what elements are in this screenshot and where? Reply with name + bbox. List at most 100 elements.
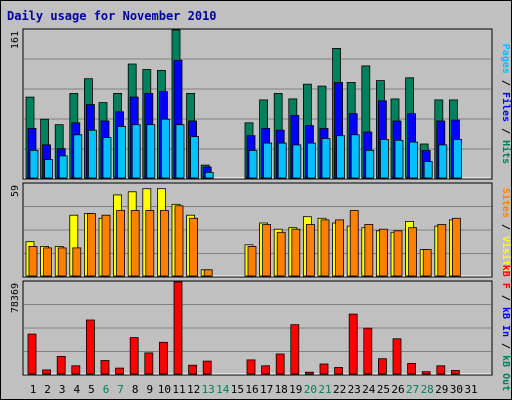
panel-visits-legend: Sites / Visits [500,188,511,272]
legend-entry: / [500,289,511,307]
bar-pages-day-29 [438,144,448,179]
day-label-19: 19 [289,383,302,396]
day-label-4: 4 [73,383,80,396]
day-label-16: 16 [245,383,258,396]
bar-kb-f-day-20 [304,371,314,375]
day-label-23: 23 [348,383,361,396]
day-label-12: 12 [187,383,200,396]
bar-pages-day-5 [88,129,97,179]
bar-pages-day-2 [44,159,53,179]
bar-pages-day-25 [379,138,389,179]
legend-entry: kB F [500,265,511,289]
panel-kbytes-max-label: 78369 [10,283,21,313]
bar-sites-day-16 [247,245,257,277]
day-label-27: 27 [406,383,419,396]
bar-pages-day-8 [131,124,141,179]
bar-sites-day-30 [451,217,461,277]
legend-entry: / [500,337,511,355]
bar-pages-day-12 [190,136,200,179]
legend-entry: kB In [500,307,511,337]
bar-sites-day-10 [159,210,169,277]
chart-title: Daily usage for November 2010 [7,9,217,23]
legend-entry: / [500,74,511,92]
bar-kb-f-day-2 [42,369,51,375]
bar-pages-day-22 [336,135,346,179]
day-label-7: 7 [117,383,124,396]
bar-kb-f-day-17 [261,365,271,375]
bar-pages-day-30 [452,138,462,179]
day-label-25: 25 [377,383,390,396]
bar-sites-day-21 [320,219,330,277]
bar-kb-f-day-8 [129,337,139,375]
bar-pages-day-11 [175,124,185,179]
bar-kb-f-day-29 [436,365,446,375]
day-label-8: 8 [132,383,139,396]
bar-pages-day-3 [58,155,68,179]
day-label-31: 31 [464,383,477,396]
bar-pages-day-13 [204,172,214,179]
bar-kb-f-day-19 [290,324,300,375]
bar-sites-day-17 [262,224,272,277]
bar-sites-day-4 [72,247,82,277]
legend-entry: / [500,218,511,236]
legend-entry: Pages [500,44,511,74]
bar-kb-f-day-18 [275,353,285,375]
day-label-10: 10 [158,383,171,396]
day-label-15: 15 [231,383,244,396]
legend-entry: Files [500,92,511,122]
panel-traffic-legend: Pages / Files / Hits [500,44,511,164]
day-label-18: 18 [275,383,288,396]
bar-kb-f-day-9 [144,352,154,375]
day-label-22: 22 [333,383,346,396]
bar-pages-day-18 [277,142,287,179]
bar-kb-f-day-30 [450,370,460,375]
bar-sites-day-12 [189,217,199,277]
legend-entry: Visits [500,236,511,272]
bar-kb-f-day-7 [115,367,124,375]
bar-pages-day-27 [409,141,419,179]
bar-kb-f-day-5 [86,319,95,375]
bar-pages-day-7 [117,126,126,179]
bar-kb-f-day-11 [173,281,183,375]
bar-sites-day-2 [43,247,52,277]
bar-kb-f-day-1 [27,333,37,375]
day-label-28: 28 [421,383,434,396]
bar-kb-f-day-27 [407,362,417,375]
bar-pages-day-28 [423,161,433,179]
bar-kb-f-day-13 [202,360,212,375]
legend-entry: Sites [500,188,511,218]
legend-entry: / [500,122,511,140]
bar-kb-f-day-10 [158,341,168,375]
day-label-14: 14 [216,383,230,396]
bar-pages-day-19 [292,144,302,179]
bar-sites-day-26 [393,230,403,277]
bar-sites-day-19 [291,228,301,277]
day-label-20: 20 [304,383,317,396]
bar-sites-day-1 [28,245,38,277]
day-label-6: 6 [103,383,110,396]
bar-sites-day-18 [276,231,286,277]
day-label-2: 2 [44,383,51,396]
bar-kb-f-day-12 [188,364,198,375]
day-label-30: 30 [450,383,463,396]
bar-pages-day-6 [102,137,112,179]
bar-pages-day-20 [306,142,316,179]
bar-pages-day-24 [365,149,375,179]
day-label-13: 13 [202,383,215,396]
bar-kb-f-day-6 [100,360,110,375]
panel-visits-max-label: 59 [10,185,21,197]
bar-kb-f-day-22 [334,367,344,375]
bar-pages-day-4 [73,134,83,179]
bar-sites-day-23 [349,210,359,277]
legend-entry: kB Out [500,355,511,391]
bar-sites-day-7 [116,210,125,277]
day-label-17: 17 [260,383,273,396]
bar-pages-day-23 [350,134,360,179]
day-label-11: 11 [172,383,185,396]
bar-kb-f-day-4 [71,365,81,375]
bar-kb-f-day-16 [246,359,256,375]
bar-kb-f-day-26 [392,338,402,375]
bar-sites-day-9 [145,210,155,277]
